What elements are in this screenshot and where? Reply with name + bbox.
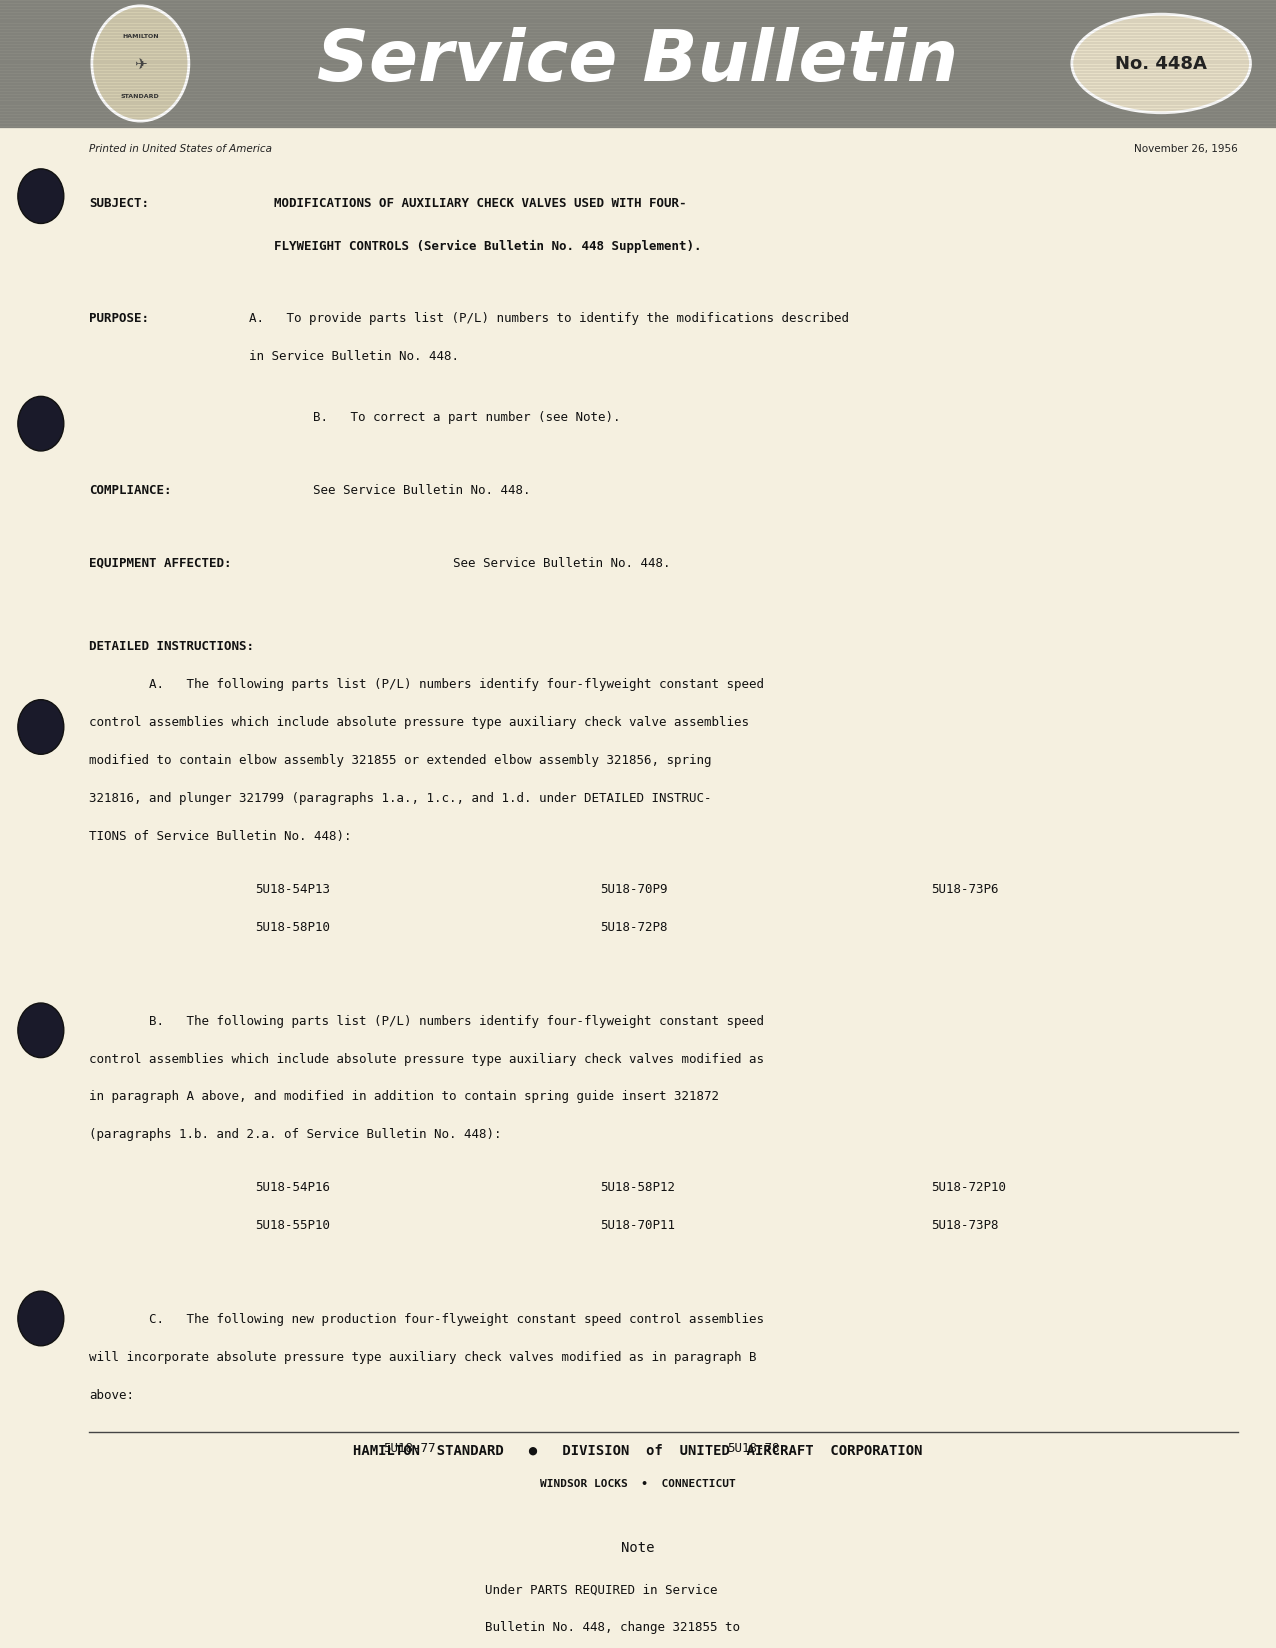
Text: See Service Bulletin No. 448.: See Service Bulletin No. 448. — [453, 557, 670, 569]
Ellipse shape — [1072, 15, 1250, 114]
Text: See Service Bulletin No. 448.: See Service Bulletin No. 448. — [313, 483, 530, 496]
Circle shape — [92, 7, 189, 122]
Text: November 26, 1956: November 26, 1956 — [1134, 143, 1238, 153]
Text: Bulletin No. 448, change 321855 to: Bulletin No. 448, change 321855 to — [485, 1620, 740, 1633]
Circle shape — [18, 1004, 64, 1058]
Text: MODIFICATIONS OF AUXILIARY CHECK VALVES USED WITH FOUR-: MODIFICATIONS OF AUXILIARY CHECK VALVES … — [274, 198, 686, 209]
Text: No. 448A: No. 448A — [1115, 56, 1207, 74]
Text: A.   The following parts list (P/L) numbers identify four-flyweight constant spe: A. The following parts list (P/L) number… — [89, 677, 764, 691]
Text: 5U18-72P10: 5U18-72P10 — [931, 1180, 1007, 1193]
Text: 5U18-73P8: 5U18-73P8 — [931, 1218, 999, 1231]
Text: control assemblies which include absolute pressure type auxiliary check valve as: control assemblies which include absolut… — [89, 715, 749, 728]
Text: 5U18-77: 5U18-77 — [383, 1442, 435, 1455]
Text: SUBJECT:: SUBJECT: — [89, 198, 149, 209]
Text: Under PARTS REQUIRED in Service: Under PARTS REQUIRED in Service — [485, 1582, 717, 1595]
Text: ✈: ✈ — [134, 58, 147, 73]
Text: B.   The following parts list (P/L) numbers identify four-flyweight constant spe: B. The following parts list (P/L) number… — [89, 1014, 764, 1027]
Text: modified to contain elbow assembly 321855 or extended elbow assembly 321856, spr: modified to contain elbow assembly 32185… — [89, 753, 712, 766]
Text: C.   The following new production four-flyweight constant speed control assembli: C. The following new production four-fly… — [89, 1312, 764, 1325]
Text: 5U18-54P16: 5U18-54P16 — [255, 1180, 330, 1193]
Text: 5U18-58P12: 5U18-58P12 — [600, 1180, 675, 1193]
Text: 5U18-54P13: 5U18-54P13 — [255, 882, 330, 895]
Text: HAMILTON: HAMILTON — [122, 33, 158, 38]
Circle shape — [18, 700, 64, 755]
Text: Printed in United States of America: Printed in United States of America — [89, 143, 272, 153]
Text: 5U18-55P10: 5U18-55P10 — [255, 1218, 330, 1231]
Text: Service Bulletin: Service Bulletin — [318, 28, 958, 96]
Text: PURPOSE:: PURPOSE: — [89, 311, 149, 325]
Text: DETAILED INSTRUCTIONS:: DETAILED INSTRUCTIONS: — [89, 639, 254, 653]
Text: will incorporate absolute pressure type auxiliary check valves modified as in pa: will incorporate absolute pressure type … — [89, 1350, 757, 1363]
Text: control assemblies which include absolute pressure type auxiliary check valves m: control assemblies which include absolut… — [89, 1051, 764, 1065]
FancyBboxPatch shape — [0, 0, 1276, 129]
Text: in paragraph A above, and modified in addition to contain spring guide insert 32: in paragraph A above, and modified in ad… — [89, 1089, 720, 1103]
Text: A.   To provide parts list (P/L) numbers to identify the modifications described: A. To provide parts list (P/L) numbers t… — [249, 311, 849, 325]
Text: Note: Note — [621, 1539, 655, 1554]
Text: B.   To correct a part number (see Note).: B. To correct a part number (see Note). — [313, 410, 620, 424]
Text: COMPLIANCE:: COMPLIANCE: — [89, 483, 172, 496]
Text: TIONS of Service Bulletin No. 448):: TIONS of Service Bulletin No. 448): — [89, 829, 352, 842]
Text: 321816, and plunger 321799 (paragraphs 1.a., 1.c., and 1.d. under DETAILED INSTR: 321816, and plunger 321799 (paragraphs 1… — [89, 791, 712, 804]
Text: HAMILTON  STANDARD   ●   DIVISION  of  UNITED  AIRCRAFT  CORPORATION: HAMILTON STANDARD ● DIVISION of UNITED A… — [353, 1444, 923, 1457]
Text: STANDARD: STANDARD — [121, 94, 160, 99]
Text: 5U18-70P11: 5U18-70P11 — [600, 1218, 675, 1231]
Circle shape — [18, 170, 64, 224]
Text: 5U18-73P6: 5U18-73P6 — [931, 882, 999, 895]
Text: 5U18-78: 5U18-78 — [727, 1442, 780, 1455]
Text: EQUIPMENT AFFECTED:: EQUIPMENT AFFECTED: — [89, 557, 232, 569]
Text: (paragraphs 1.b. and 2.a. of Service Bulletin No. 448):: (paragraphs 1.b. and 2.a. of Service Bul… — [89, 1127, 501, 1140]
Text: 5U18-72P8: 5U18-72P8 — [600, 920, 667, 933]
Circle shape — [18, 397, 64, 452]
Circle shape — [18, 1292, 64, 1346]
Text: FLYWEIGHT CONTROLS (Service Bulletin No. 448 Supplement).: FLYWEIGHT CONTROLS (Service Bulletin No.… — [274, 239, 702, 252]
Text: above:: above: — [89, 1388, 134, 1401]
Text: 5U18-58P10: 5U18-58P10 — [255, 920, 330, 933]
Text: 5U18-70P9: 5U18-70P9 — [600, 882, 667, 895]
Text: in Service Bulletin No. 448.: in Service Bulletin No. 448. — [249, 349, 459, 363]
Text: WINDSOR LOCKS  •  CONNECTICUT: WINDSOR LOCKS • CONNECTICUT — [540, 1478, 736, 1488]
